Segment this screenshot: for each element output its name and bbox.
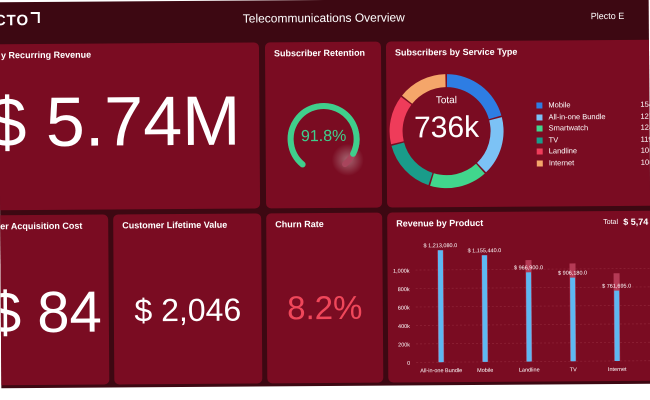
card-title: Subscribers by Service Type: [394, 46, 518, 58]
legend-value: 106k (: [640, 157, 650, 167]
top-bar: CTO Telecommunications Overview Plecto E: [0, 0, 649, 40]
mrr-value: $ 5.74M: [0, 81, 241, 162]
grid-line: [415, 323, 650, 326]
donut-chart: [389, 74, 504, 189]
legend-swatch-icon: [536, 148, 543, 155]
legend-swatch-icon: [536, 159, 543, 167]
x-tick-label: Internet: [608, 367, 627, 373]
x-tick-label: All-in-one Bundle: [420, 368, 462, 374]
legend-value: 154k (: [640, 99, 650, 109]
bar-value-label: $ 1,213,080.0: [424, 243, 458, 249]
card-monthly-recurring-revenue[interactable]: y Recurring Revenue $ 5.74M: [0, 42, 261, 211]
donut-slice[interactable]: [446, 74, 502, 120]
grid-line: [415, 267, 650, 271]
bar-value-label: $ 906,180.0: [558, 271, 587, 277]
y-tick-label: 600k: [398, 306, 410, 312]
bar[interactable]: [481, 255, 488, 362]
x-tick-label: Mobile: [477, 368, 493, 374]
dashboard-screen: CTO Telecommunications Overview Plecto E…: [0, 0, 650, 389]
card-title: y Recurring Revenue: [0, 49, 92, 61]
legend-label: Landline: [548, 146, 578, 156]
donut-slice[interactable]: [430, 163, 485, 189]
donut-total-value: 736k: [413, 110, 480, 145]
bar[interactable]: [614, 290, 620, 361]
bar-value-label: $ 1,155,440.0: [468, 248, 502, 254]
y-tick-label: 800k: [398, 287, 410, 293]
legend-label: Mobile: [548, 100, 571, 110]
y-tick-label: 0: [407, 361, 410, 367]
legend-label: TV: [548, 134, 559, 144]
legend-swatch-icon: [536, 125, 543, 132]
grid-line: [415, 286, 650, 289]
card-customer-acquisition-cost[interactable]: er Acquisition Cost $ 84: [0, 214, 110, 386]
retention-gauge: [287, 103, 364, 176]
bar[interactable]: [437, 250, 444, 363]
card-title: Customer Lifetime Value: [122, 219, 228, 231]
x-tick-label: Landline: [519, 368, 540, 374]
card-subscribers-by-service-type[interactable]: Subscribers by Service Type Total 736k M…: [385, 39, 650, 208]
donut-total-label: Total: [435, 95, 457, 107]
bar[interactable]: [526, 272, 532, 362]
gauge-progress-arc: [287, 103, 360, 168]
grid-line: [416, 360, 650, 363]
legend-value: 127k (: [640, 111, 650, 121]
grid-line: [416, 341, 650, 345]
bar-value-label: $ 761,695.0: [602, 284, 631, 290]
legend-label: All-in-one Bundle: [548, 111, 606, 121]
legend-value: 106k (: [640, 145, 650, 155]
card-title: Churn Rate: [275, 219, 324, 230]
donut-slice[interactable]: [477, 117, 504, 173]
y-tick-label: 400k: [398, 324, 410, 330]
revenue-bar-chart: 0 200k 400k 600k 800k 1,000k $ 1,213,080.0 All-…: [393, 243, 650, 374]
donut-slice[interactable]: [402, 74, 446, 104]
legend-swatch-icon: [536, 136, 543, 144]
clv-value: $ 2,046: [134, 291, 242, 329]
cac-value: $ 84: [0, 279, 102, 346]
churn-value: 8.2%: [287, 288, 363, 327]
retention-value: 91.8%: [300, 127, 347, 146]
legend-value: 124k (: [640, 122, 650, 132]
bar-value-label: $ 966,900.0: [514, 265, 543, 271]
y-tick-label: 200k: [398, 342, 410, 348]
card-subscriber-retention[interactable]: Subscriber Retention 91.8%: [264, 41, 383, 209]
legend-label: Smartwatch: [548, 123, 589, 133]
legend-swatch-icon: [536, 113, 543, 121]
grid-line: [415, 304, 650, 308]
donut-slice[interactable]: [389, 96, 412, 145]
card-churn-rate[interactable]: Churn Rate 8.2%: [266, 212, 384, 384]
y-tick-label: 1,000k: [393, 269, 410, 275]
dashboard-title: Telecommunications Overview: [242, 10, 405, 26]
donut-slice[interactable]: [391, 142, 433, 186]
legend-value: 119k (: [640, 134, 650, 144]
x-tick-label: TV: [570, 367, 577, 373]
card-title: er Acquisition Cost: [0, 220, 83, 232]
card-revenue-by-product[interactable]: Revenue by Product Total $ 5,74 0 200k 400…: [387, 210, 650, 383]
legend-swatch-icon: [536, 102, 543, 109]
legend-label: Internet: [548, 157, 575, 167]
bar[interactable]: [570, 277, 576, 362]
card-customer-lifetime-value[interactable]: Customer Lifetime Value $ 2,046: [113, 213, 263, 385]
account-name[interactable]: Plecto E: [590, 10, 625, 22]
